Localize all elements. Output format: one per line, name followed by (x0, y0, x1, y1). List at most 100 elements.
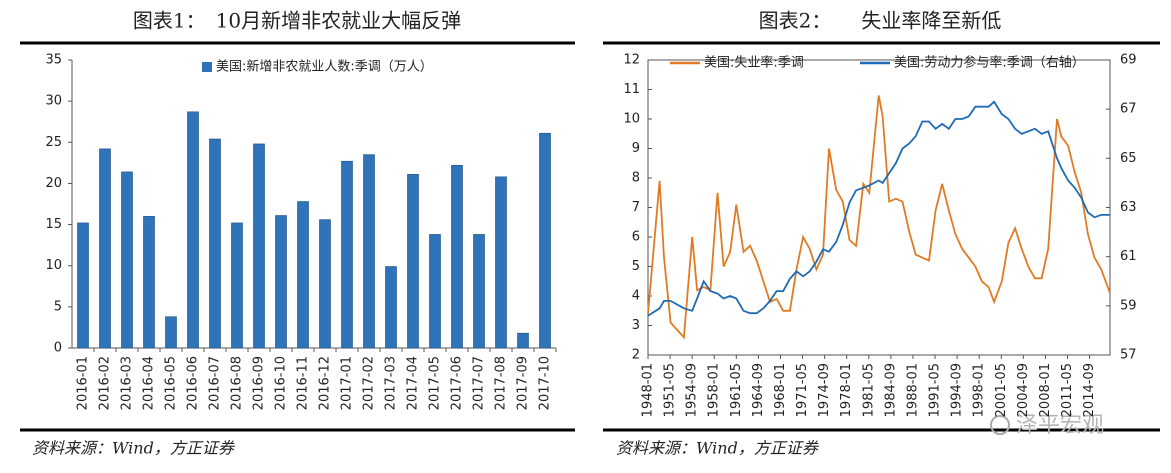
y-tick-label: 3 (632, 318, 640, 333)
y2-tick-label: 65 (1120, 151, 1137, 166)
bar (77, 222, 89, 349)
y2-tick-label: 59 (1120, 298, 1137, 313)
x-tick-label: 2017-02 (362, 356, 377, 410)
x-tick-label: 1998-01 (972, 363, 987, 417)
x-tick-label: 1988-01 (905, 363, 920, 417)
watermark: 泽平宏观 (1016, 413, 1104, 438)
x-tick-label: 1951-05 (663, 363, 678, 417)
x-tick-label: 1954-09 (685, 363, 700, 417)
x-tick-label: 1948-01 (641, 363, 656, 417)
source: 资料来源：Wind，方正证券 (616, 439, 820, 458)
x-tick-label: 2001-05 (994, 363, 1009, 417)
x-tick-label: 2016-02 (98, 356, 113, 410)
y2-tick-label: 69 (1120, 53, 1137, 68)
bar (253, 143, 265, 349)
x-tick-label: 1991-05 (928, 363, 943, 417)
x-tick-label: 2017-09 (516, 356, 531, 410)
series-line (647, 100, 1110, 317)
series-line (647, 95, 1111, 340)
y-tick-label: 15 (45, 217, 62, 232)
legend-label: 美国:新增非农就业人数:季调（万人） (216, 59, 433, 75)
chart-title: 图表2： 失业率降至新低 (759, 9, 1002, 33)
y-tick-label: 9 (632, 141, 640, 156)
x-tick-label: 1958-01 (707, 363, 722, 417)
watermark-icon (990, 415, 1010, 435)
y-tick-label: 12 (623, 53, 640, 68)
x-tick-label: 1964-09 (751, 363, 766, 417)
x-tick-label: 2016-01 (76, 356, 91, 410)
bar (99, 148, 111, 349)
y-tick-label: 20 (45, 176, 62, 191)
source: 资料来源：Wind，方正证券 (32, 439, 236, 458)
bar (517, 332, 529, 349)
legend-label: 美国:劳动力参与率:季调（右轴） (894, 55, 1085, 71)
bar (363, 154, 375, 349)
y-tick-label: 4 (632, 289, 640, 304)
x-tick-label: 2016-10 (274, 356, 289, 410)
y-tick-label: 6 (632, 230, 640, 245)
bar (209, 138, 221, 349)
x-tick-label: 2016-06 (186, 356, 201, 410)
x-tick-label: 2016-11 (296, 356, 311, 410)
bar (495, 176, 507, 349)
bar (473, 234, 485, 349)
y-tick-label: 25 (45, 135, 62, 150)
bar (539, 132, 551, 349)
x-tick-label: 2014-09 (1082, 363, 1097, 417)
x-tick-label: 2017-03 (384, 356, 399, 410)
x-tick-label: 2016-08 (230, 356, 245, 410)
x-tick-label: 2017-08 (494, 356, 509, 410)
x-tick-label: 2017-06 (450, 356, 465, 410)
x-tick-label: 1981-05 (861, 363, 876, 417)
x-tick-label: 2017-04 (406, 356, 421, 410)
x-tick-label: 2017-07 (472, 356, 487, 410)
x-tick-label: 1968-01 (773, 363, 788, 417)
x-tick-label: 2016-12 (318, 356, 333, 410)
y-tick-label: 35 (45, 53, 62, 68)
y-tick-label: 0 (54, 341, 62, 356)
y2-tick-label: 61 (1120, 249, 1137, 264)
bar (231, 222, 243, 349)
x-tick-label: 1994-09 (950, 363, 965, 417)
bar (407, 174, 419, 349)
bar (429, 234, 441, 349)
y2-tick-label: 67 (1120, 102, 1137, 117)
y-tick-label: 2 (632, 348, 640, 363)
y-tick-label: 10 (45, 258, 62, 273)
x-tick-label: 2017-10 (538, 356, 553, 410)
x-tick-label: 1984-09 (883, 363, 898, 417)
bar (341, 160, 353, 349)
x-tick-label: 2011-05 (1060, 363, 1075, 417)
y2-tick-label: 57 (1120, 348, 1137, 363)
legend-swatch (202, 62, 212, 72)
x-tick-label: 2017-05 (428, 356, 443, 410)
x-tick-label: 2016-04 (142, 356, 157, 410)
x-tick-label: 2016-09 (252, 356, 267, 410)
x-tick-label: 2017-01 (340, 356, 355, 410)
bar (275, 215, 287, 349)
bar (319, 219, 331, 349)
y-tick-label: 30 (45, 94, 62, 109)
y-tick-label: 5 (632, 259, 640, 274)
bar (187, 111, 199, 349)
bar (385, 266, 397, 349)
x-tick-label: 1971-05 (795, 363, 810, 417)
x-tick-label: 1961-05 (729, 363, 744, 417)
x-tick-label: 2008-01 (1038, 363, 1053, 417)
x-tick-label: 2004-09 (1016, 363, 1031, 417)
y-tick-label: 10 (623, 112, 640, 127)
bar (143, 216, 155, 349)
x-tick-label: 2016-07 (208, 356, 223, 410)
y-tick-label: 11 (623, 82, 640, 97)
legend-label: 美国:失业率:季调 (704, 55, 804, 71)
x-tick-label: 2016-05 (164, 356, 179, 410)
bar (165, 316, 177, 349)
y2-tick-label: 63 (1120, 200, 1137, 215)
x-tick-label: 1974-09 (817, 363, 832, 417)
y-tick-label: 8 (632, 171, 640, 186)
bar (451, 165, 463, 349)
bar (121, 171, 133, 349)
y-tick-label: 7 (632, 200, 640, 215)
